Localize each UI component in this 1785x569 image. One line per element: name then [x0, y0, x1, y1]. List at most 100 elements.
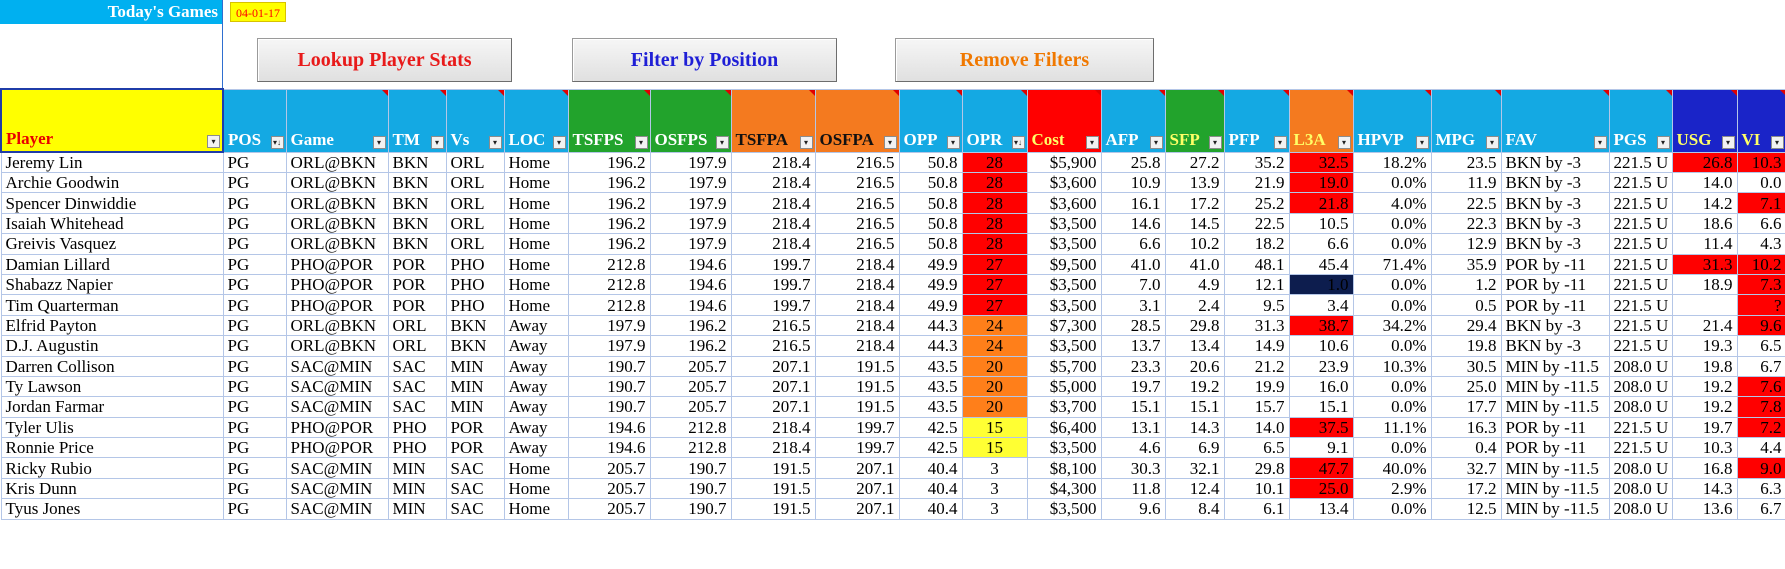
cell-tsfps[interactable]: 194.6 [567, 437, 651, 459]
cell-osfps[interactable]: 194.6 [649, 253, 732, 275]
column-header-tsfpa[interactable]: TSFPA ▾ [730, 88, 816, 153]
cell-tm[interactable]: PHO [387, 437, 447, 459]
cell-loc[interactable]: Home [503, 151, 569, 173]
cell-player[interactable]: D.J. Augustin [0, 335, 224, 357]
filter-dropdown-icon[interactable]: ▾ [1273, 135, 1287, 149]
cell-loc[interactable]: Away [503, 314, 569, 337]
cell-vs[interactable]: PHO [445, 253, 505, 275]
cell-tsfps[interactable]: 194.6 [567, 416, 651, 439]
column-header-opr[interactable]: OPR ▾↓ [961, 88, 1028, 153]
cell-tsfpa[interactable]: 207.1 [730, 375, 816, 398]
cell-vs[interactable]: MIN [445, 355, 505, 377]
filter-dropdown-icon[interactable]: ▾ [799, 135, 813, 149]
cell-opr[interactable]: 28 [961, 151, 1028, 173]
cell-hpvp[interactable]: 0.0% [1352, 233, 1432, 255]
cell-pos[interactable]: PG [222, 477, 287, 500]
cell-tsfpa[interactable]: 218.4 [730, 437, 816, 459]
cell-usg[interactable]: 19.8 [1671, 355, 1738, 377]
cell-pgs[interactable]: 221.5 U [1608, 314, 1673, 337]
cell-mpg[interactable]: 17.7 [1430, 396, 1502, 418]
cell-fav[interactable]: POR by -11 [1500, 437, 1610, 459]
cell-l3a[interactable]: 13.4 [1288, 498, 1354, 520]
cell-sfp[interactable]: 19.2 [1164, 375, 1225, 398]
cell-usg[interactable]: 14.3 [1671, 477, 1738, 500]
filter-dropdown-icon[interactable]: ▾ [883, 135, 897, 149]
cell-game[interactable]: ORL@BKN [285, 314, 389, 337]
cell-tsfps[interactable]: 190.7 [567, 355, 651, 377]
cell-fav[interactable]: MIN by -11.5 [1500, 457, 1610, 479]
cell-opr[interactable]: 28 [961, 212, 1028, 235]
cell-pfp[interactable]: 35.2 [1223, 151, 1290, 173]
cell-loc[interactable]: Away [503, 396, 569, 418]
cell-afp[interactable]: 41.0 [1100, 253, 1166, 275]
cell-vi[interactable]: 10.2 [1736, 253, 1785, 275]
cell-tsfpa[interactable]: 216.5 [730, 335, 816, 357]
cell-fav[interactable]: BKN by -3 [1500, 151, 1610, 173]
cell-osfpa[interactable]: 216.5 [814, 171, 900, 194]
cell-vs[interactable]: POR [445, 437, 505, 459]
cell-game[interactable]: PHO@POR [285, 253, 389, 275]
cell-pfp[interactable]: 14.0 [1223, 416, 1290, 439]
cell-usg[interactable]: 19.2 [1671, 375, 1738, 398]
cell-opr[interactable]: 3 [961, 498, 1028, 520]
column-header-afp[interactable]: AFP ▾ [1100, 88, 1166, 153]
cell-hpvp[interactable]: 18.2% [1352, 151, 1432, 173]
cell-opr[interactable]: 27 [961, 273, 1028, 296]
cell-usg[interactable]: 14.0 [1671, 171, 1738, 194]
cell-cost[interactable]: $3,500 [1026, 294, 1102, 316]
cell-tm[interactable]: BKN [387, 171, 447, 194]
cell-pfp[interactable]: 48.1 [1223, 253, 1290, 275]
cell-osfps[interactable]: 190.7 [649, 477, 732, 500]
cell-pgs[interactable]: 221.5 U [1608, 151, 1673, 173]
cell-sfp[interactable]: 10.2 [1164, 233, 1225, 255]
cell-tsfpa[interactable]: 207.1 [730, 355, 816, 377]
cell-opp[interactable]: 50.8 [898, 212, 963, 235]
cell-pfp[interactable]: 19.9 [1223, 375, 1290, 398]
cell-pos[interactable]: PG [222, 253, 287, 275]
cell-fav[interactable]: MIN by -11.5 [1500, 375, 1610, 398]
cell-loc[interactable]: Away [503, 375, 569, 398]
table-row[interactable]: D.J. Augustin PG ORL@BKN ORL BKN Away 197.9 196… [0, 335, 1785, 357]
column-header-vi[interactable]: VI ▾ [1736, 88, 1785, 153]
cell-sfp[interactable]: 13.9 [1164, 171, 1225, 194]
cell-tsfps[interactable]: 196.2 [567, 171, 651, 194]
cell-l3a[interactable]: 47.7 [1288, 457, 1354, 479]
cell-game[interactable]: SAC@MIN [285, 396, 389, 418]
filter-dropdown-icon[interactable]: ▾ [1085, 135, 1099, 149]
cell-loc[interactable]: Home [503, 253, 569, 275]
cell-sfp[interactable]: 8.4 [1164, 498, 1225, 520]
cell-tsfpa[interactable]: 199.7 [730, 273, 816, 296]
cell-l3a[interactable]: 37.5 [1288, 416, 1354, 439]
filter-by-position-button[interactable]: Filter by Position [572, 38, 837, 82]
cell-vi[interactable]: 7.1 [1736, 192, 1785, 214]
cell-vs[interactable]: BKN [445, 335, 505, 357]
cell-opp[interactable]: 44.3 [898, 314, 963, 337]
cell-opr[interactable]: 28 [961, 233, 1028, 255]
cell-cost[interactable]: $5,900 [1026, 151, 1102, 173]
cell-game[interactable]: ORL@BKN [285, 212, 389, 235]
cell-game[interactable]: SAC@MIN [285, 355, 389, 377]
cell-vi[interactable]: 0.0 [1736, 171, 1785, 194]
cell-opp[interactable]: 43.5 [898, 355, 963, 377]
cell-afp[interactable]: 9.6 [1100, 498, 1166, 520]
cell-opp[interactable]: 42.5 [898, 416, 963, 439]
cell-loc[interactable]: Away [503, 335, 569, 357]
cell-player[interactable]: Ty Lawson [0, 375, 224, 398]
cell-loc[interactable]: Home [503, 457, 569, 479]
cell-pfp[interactable]: 12.1 [1223, 273, 1290, 296]
cell-game[interactable]: ORL@BKN [285, 171, 389, 194]
cell-cost[interactable]: $9,500 [1026, 253, 1102, 275]
cell-loc[interactable]: Home [503, 192, 569, 214]
cell-loc[interactable]: Away [503, 416, 569, 439]
cell-vs[interactable]: ORL [445, 233, 505, 255]
cell-tm[interactable]: POR [387, 253, 447, 275]
cell-afp[interactable]: 25.8 [1100, 151, 1166, 173]
cell-vi[interactable]: 6.7 [1736, 355, 1785, 377]
cell-hpvp[interactable]: 0.0% [1352, 212, 1432, 235]
cell-pgs[interactable]: 208.0 U [1608, 477, 1673, 500]
cell-sfp[interactable]: 12.4 [1164, 477, 1225, 500]
cell-game[interactable]: SAC@MIN [285, 477, 389, 500]
cell-vs[interactable]: PHO [445, 273, 505, 296]
cell-osfps[interactable]: 205.7 [649, 375, 732, 398]
cell-tsfpa[interactable]: 207.1 [730, 396, 816, 418]
